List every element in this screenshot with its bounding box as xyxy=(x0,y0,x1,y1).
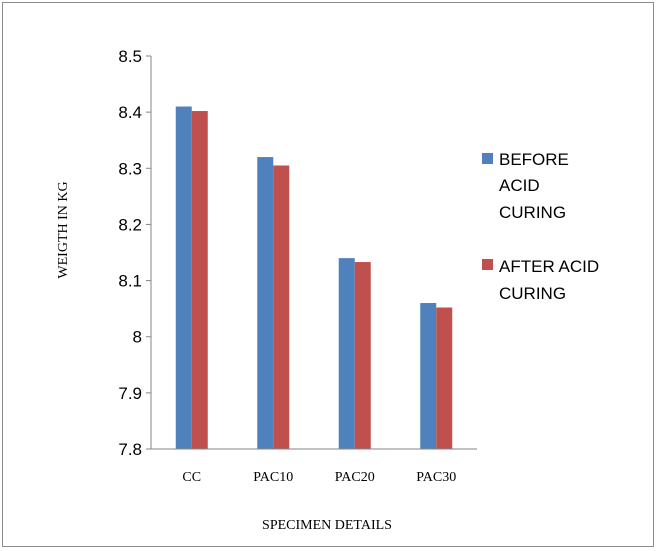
y-tick-label: 8.2 xyxy=(118,215,142,234)
x-axis-labels: CC PAC10 PAC20 PAC30 xyxy=(182,470,456,485)
legend-swatch-before xyxy=(482,153,493,164)
y-tick-label: 8.1 xyxy=(118,272,142,291)
bar-after-pac20 xyxy=(354,262,371,449)
legend-label: CURING xyxy=(499,284,566,303)
y-tick-label: 8.3 xyxy=(118,159,142,178)
bar-before-pac30 xyxy=(420,303,437,449)
bar-after-cc xyxy=(191,111,208,450)
y-tick-label: 8 xyxy=(133,328,142,347)
bar-after-pac10 xyxy=(273,165,290,449)
x-tick-label: PAC10 xyxy=(253,470,293,485)
y-tick-label: 7.8 xyxy=(118,440,142,459)
legend-label: AFTER ACID xyxy=(499,257,599,276)
legend-swatch-after xyxy=(482,259,493,270)
legend: BEFORE ACID CURING AFTER ACID CURING xyxy=(482,150,599,303)
bar-before-pac10 xyxy=(257,157,274,450)
legend-label: ACID xyxy=(499,176,540,195)
x-axis-title: SPECIMEN DETAILS xyxy=(262,518,392,533)
bar-before-cc xyxy=(175,106,192,450)
legend-label: BEFORE xyxy=(499,150,569,169)
x-tick-label: PAC30 xyxy=(416,470,456,485)
y-tick-label: 8.4 xyxy=(118,103,142,122)
bar-before-pac20 xyxy=(338,258,355,449)
y-tick-label: 7.9 xyxy=(118,384,142,403)
bars xyxy=(175,106,453,450)
bar-chart: 7.8 7.9 8 8.1 8.2 8.3 8.4 8.5 CC PAC10 PAC20 PAC30… xyxy=(56,47,599,533)
legend-label: CURING xyxy=(499,203,566,222)
x-tick-label: CC xyxy=(182,470,201,485)
y-axis-title: WEIGTH IN KG xyxy=(56,181,71,278)
x-tick-label: PAC20 xyxy=(335,470,375,485)
y-tick-label: 8.5 xyxy=(118,47,142,66)
bar-after-pac30 xyxy=(436,307,453,449)
y-axis-ticks: 7.8 7.9 8 8.1 8.2 8.3 8.4 8.5 xyxy=(118,47,151,459)
